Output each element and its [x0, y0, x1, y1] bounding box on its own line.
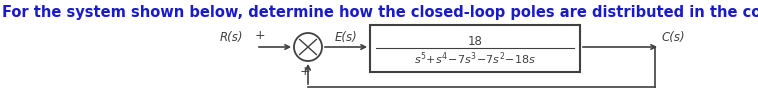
Text: $s^5\!+\!s^4\!-\!7s^3\!-\!7s^2\!-\!18s$: $s^5\!+\!s^4\!-\!7s^3\!-\!7s^2\!-\!18s$ — [414, 50, 536, 67]
Text: +: + — [255, 29, 265, 42]
Text: R(s): R(s) — [220, 31, 243, 44]
Text: E(s): E(s) — [334, 31, 357, 44]
Text: C(s): C(s) — [662, 31, 686, 44]
Bar — [370, 25, 580, 72]
Text: +: + — [299, 65, 310, 78]
Text: For the system shown below, determine how the closed-loop poles are distributed : For the system shown below, determine ho… — [2, 5, 758, 20]
Text: 18: 18 — [468, 35, 482, 48]
